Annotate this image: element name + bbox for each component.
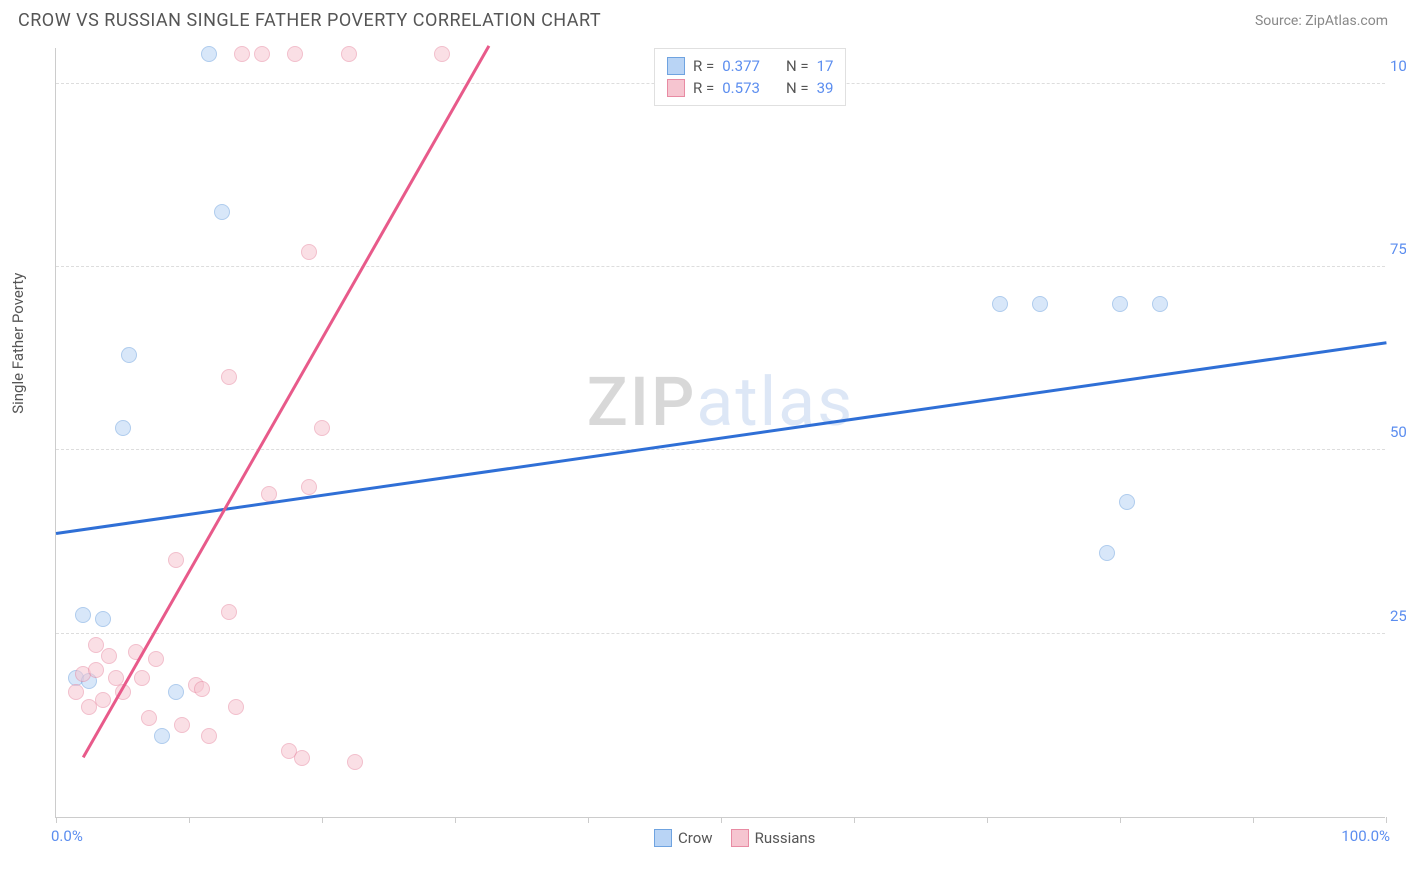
data-point [121, 347, 137, 363]
data-point [1032, 296, 1048, 312]
data-point [75, 607, 91, 623]
data-point [221, 604, 237, 620]
legend-swatch [654, 829, 672, 847]
data-point [154, 728, 170, 744]
data-point [168, 552, 184, 568]
data-point [214, 204, 230, 220]
x-tick [56, 817, 57, 823]
series-legend: Crow Russians [654, 829, 815, 847]
data-point [88, 662, 104, 678]
data-point [1119, 494, 1135, 510]
trend-line [56, 342, 1386, 535]
x-tick [588, 817, 589, 823]
legend-label: Russians [755, 829, 816, 847]
legend-item: Russians [731, 829, 816, 847]
data-point [1152, 296, 1168, 312]
data-point [254, 46, 270, 62]
data-point [234, 46, 250, 62]
data-point [174, 717, 190, 733]
correlation-legend: R = 0.377 N = 17 R = 0.573 N = 39 [654, 48, 846, 106]
legend-swatch [667, 57, 685, 75]
x-tick [1386, 817, 1387, 823]
x-tick [721, 817, 722, 823]
y-tick-label: 75.0% [1390, 240, 1406, 258]
data-point [201, 46, 217, 62]
trend-line [82, 45, 490, 758]
data-point [194, 681, 210, 697]
data-point [1112, 296, 1128, 312]
data-point [168, 684, 184, 700]
gridline [56, 633, 1385, 634]
r-value: 0.573 [722, 79, 760, 97]
y-tick-label: 100.0% [1390, 57, 1406, 75]
data-point [287, 46, 303, 62]
legend-swatch [731, 829, 749, 847]
legend-row: R = 0.573 N = 39 [667, 77, 833, 99]
data-point [301, 244, 317, 260]
legend-swatch [667, 79, 685, 97]
x-tick [1120, 817, 1121, 823]
data-point [434, 46, 450, 62]
data-point [301, 479, 317, 495]
x-tick [1253, 817, 1254, 823]
y-axis-title: Single Father Poverty [9, 272, 27, 413]
n-value: 39 [817, 79, 834, 97]
chart-header: CROW VS RUSSIAN SINGLE FATHER POVERTY CO… [0, 0, 1406, 39]
data-point [95, 611, 111, 627]
source-name: ZipAtlas.com [1305, 13, 1388, 29]
x-tick [455, 817, 456, 823]
legend-label: Crow [678, 829, 713, 847]
data-point [68, 684, 84, 700]
n-label: N = [786, 57, 809, 75]
chart-title: CROW VS RUSSIAN SINGLE FATHER POVERTY CO… [18, 10, 601, 31]
x-tick [854, 817, 855, 823]
legend-row: R = 0.377 N = 17 [667, 55, 833, 77]
scatter-chart: Single Father Poverty ZIPatlas 25.0%50.0… [55, 48, 1385, 818]
r-label: R = [693, 57, 714, 75]
watermark: ZIPatlas [587, 362, 855, 442]
data-point [221, 369, 237, 385]
source-attribution: Source: ZipAtlas.com [1255, 13, 1388, 29]
source-label: Source: [1255, 13, 1302, 29]
n-value: 17 [817, 57, 834, 75]
data-point [314, 420, 330, 436]
data-point [992, 296, 1008, 312]
legend-item: Crow [654, 829, 713, 847]
data-point [347, 754, 363, 770]
data-point [141, 710, 157, 726]
data-point [134, 670, 150, 686]
data-point [81, 699, 97, 715]
data-point [294, 750, 310, 766]
x-tick [189, 817, 190, 823]
x-tick-label: 100.0% [1341, 827, 1390, 845]
y-tick-label: 50.0% [1390, 423, 1406, 441]
x-tick-label: 0.0% [51, 827, 83, 845]
data-point [108, 670, 124, 686]
gridline [56, 266, 1385, 267]
data-point [101, 648, 117, 664]
r-label: R = [693, 79, 714, 97]
data-point [341, 46, 357, 62]
n-label: N = [786, 79, 809, 97]
data-point [148, 651, 164, 667]
r-value: 0.377 [722, 57, 760, 75]
data-point [1099, 545, 1115, 561]
y-tick-label: 25.0% [1390, 607, 1406, 625]
data-point [201, 728, 217, 744]
data-point [88, 637, 104, 653]
x-tick [987, 817, 988, 823]
data-point [228, 699, 244, 715]
data-point [115, 420, 131, 436]
x-tick [322, 817, 323, 823]
